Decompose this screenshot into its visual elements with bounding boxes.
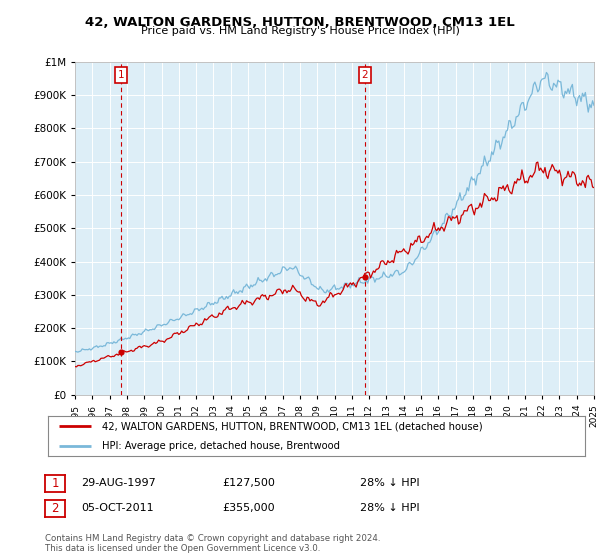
Text: Price paid vs. HM Land Registry's House Price Index (HPI): Price paid vs. HM Land Registry's House …	[140, 26, 460, 36]
Text: £355,000: £355,000	[222, 503, 275, 513]
Text: 2: 2	[52, 502, 59, 515]
Text: 28% ↓ HPI: 28% ↓ HPI	[360, 503, 419, 513]
Text: Contains HM Land Registry data © Crown copyright and database right 2024.: Contains HM Land Registry data © Crown c…	[45, 534, 380, 543]
Text: 05-OCT-2011: 05-OCT-2011	[81, 503, 154, 513]
Text: £127,500: £127,500	[222, 478, 275, 488]
Text: This data is licensed under the Open Government Licence v3.0.: This data is licensed under the Open Gov…	[45, 544, 320, 553]
Text: 42, WALTON GARDENS, HUTTON, BRENTWOOD, CM13 1EL: 42, WALTON GARDENS, HUTTON, BRENTWOOD, C…	[85, 16, 515, 29]
Text: 42, WALTON GARDENS, HUTTON, BRENTWOOD, CM13 1EL (detached house): 42, WALTON GARDENS, HUTTON, BRENTWOOD, C…	[102, 421, 482, 431]
Text: 1: 1	[52, 477, 59, 490]
Text: 1: 1	[118, 70, 124, 80]
Text: HPI: Average price, detached house, Brentwood: HPI: Average price, detached house, Bren…	[102, 441, 340, 451]
Text: 29-AUG-1997: 29-AUG-1997	[81, 478, 156, 488]
Text: 2: 2	[361, 70, 368, 80]
Text: 28% ↓ HPI: 28% ↓ HPI	[360, 478, 419, 488]
